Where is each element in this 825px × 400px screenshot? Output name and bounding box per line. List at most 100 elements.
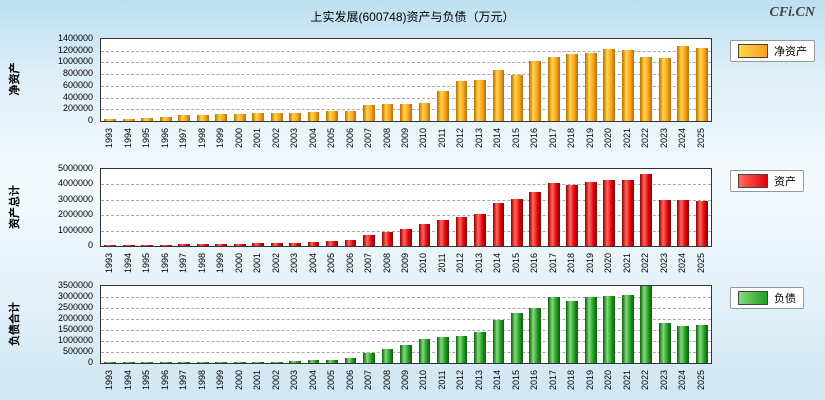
y-tick-label: 600000: [62, 79, 93, 90]
bar-2018: [566, 54, 579, 121]
bar-2000: [233, 362, 246, 363]
bar-2012: [455, 216, 468, 246]
legend-label-total-assets: 资产: [774, 176, 796, 188]
bar-2009: [400, 229, 412, 246]
y-axis-net-assets: 0 200000 400000 600000 800000 1000000 1200000 1…: [30, 33, 96, 125]
bar-2011: [437, 219, 449, 246]
bar-2020: [603, 48, 616, 121]
bar-2005: [326, 241, 338, 246]
y-tick-label: 5000000: [57, 163, 93, 173]
bar-2018: [566, 301, 579, 363]
plot-area-total-liabilities: [100, 285, 712, 364]
bar-2007: [363, 353, 375, 363]
bar-2025: [695, 48, 708, 121]
bar-1998: [196, 114, 209, 121]
x-tick-label: 2015: [510, 369, 521, 391]
x-tick-label: 2012: [455, 369, 466, 391]
x-tick-label: 2002: [270, 369, 281, 391]
bar-2002: [270, 243, 283, 246]
x-tick-label: 2003: [289, 369, 300, 391]
bar-2024: [677, 46, 690, 121]
bar-2008: [381, 232, 394, 246]
bar-2023: [658, 199, 671, 246]
x-tick-label: 1997: [178, 369, 189, 391]
bar-2018: [566, 185, 579, 246]
bar-2012: [455, 336, 468, 363]
bar-2003: [289, 361, 301, 363]
legend-swatch-net-assets: [738, 44, 768, 58]
bar-2000: [233, 243, 246, 246]
gridline: [101, 199, 711, 201]
y-tick-label: 1000000: [57, 335, 93, 345]
bar-2004: [307, 241, 320, 246]
x-tick-label: 1994: [122, 369, 133, 391]
x-tick-label: 1993: [104, 369, 115, 391]
x-tick-label: 2014: [492, 369, 503, 391]
bar-1994: [122, 362, 135, 363]
bar-1998: [196, 362, 209, 363]
x-tick-label: 2009: [400, 369, 410, 391]
y-tick-label: 2500000: [57, 302, 93, 312]
bar-2009: [400, 103, 412, 121]
x-tick-label: 2006: [344, 369, 355, 391]
y-tick-label: 3500000: [57, 280, 93, 290]
bar-2022: [640, 57, 653, 121]
x-tick-label: 2005: [326, 369, 337, 391]
gridline: [101, 341, 711, 342]
gridline: [101, 297, 711, 298]
bar-1997: [178, 115, 191, 121]
bar-1995: [141, 117, 154, 121]
y-tick-label: 3000000: [57, 193, 93, 204]
x-tick-label: 2024: [677, 369, 688, 391]
x-tick-label: 2004: [307, 369, 318, 391]
x-tick-label: 2010: [418, 369, 429, 391]
bar-2021: [621, 50, 634, 121]
bar-2015: [510, 74, 523, 121]
bar-2010: [418, 224, 431, 246]
x-tick-label: 2001: [252, 369, 263, 391]
x-tick-label: 2007: [363, 369, 374, 391]
legend-label-total-liabilities: 负债: [774, 293, 796, 305]
gridline: [101, 97, 711, 99]
y-axis-title-total-liabilities: 负债合计: [9, 301, 21, 346]
bar-2019: [584, 297, 597, 363]
y-tick-label: 1400000: [57, 33, 93, 43]
x-axis-total-liabilities: 1993 1994 1995 1996 1997 1998 1999 2000 2001 2002…: [100, 365, 710, 400]
bar-2022: [640, 286, 653, 363]
legend-net-assets: 净资产: [730, 40, 815, 62]
bar-2008: [381, 104, 394, 121]
bar-1997: [178, 362, 191, 363]
bar-2020: [603, 180, 616, 246]
plot-area-total-assets: [100, 168, 712, 247]
x-tick-label: 1998: [196, 369, 207, 391]
bar-2014: [492, 320, 505, 363]
x-tick-label: 2022: [640, 369, 651, 391]
bar-2025: [695, 325, 708, 363]
bar-2016: [529, 308, 542, 363]
bar-2003: [289, 112, 301, 121]
legend-total-assets: 资产: [730, 170, 804, 192]
x-tick-label: 2025: [695, 369, 706, 391]
bar-2019: [584, 182, 597, 246]
bar-2007: [363, 105, 375, 121]
bar-1994: [122, 118, 135, 121]
bar-2016: [529, 61, 542, 121]
bar-2005: [326, 359, 338, 363]
y-tick-label: 0: [87, 357, 93, 367]
cfi-watermark: CFi.CN: [769, 5, 815, 20]
x-tick-label: 2011: [436, 370, 447, 390]
bar-2013: [474, 80, 486, 121]
y-axis-total-assets: 0 1000000 2000000 3000000 4000000 5000000: [30, 163, 96, 250]
gridline: [101, 50, 711, 52]
bar-2001: [252, 362, 265, 363]
bar-2005: [326, 111, 338, 121]
y-tick-label: 1500000: [57, 324, 93, 334]
x-tick-label: 1996: [159, 369, 170, 391]
gridline: [101, 62, 711, 64]
gridline: [101, 184, 711, 186]
y-tick-label: 2000000: [57, 209, 93, 220]
bar-1999: [215, 362, 228, 363]
